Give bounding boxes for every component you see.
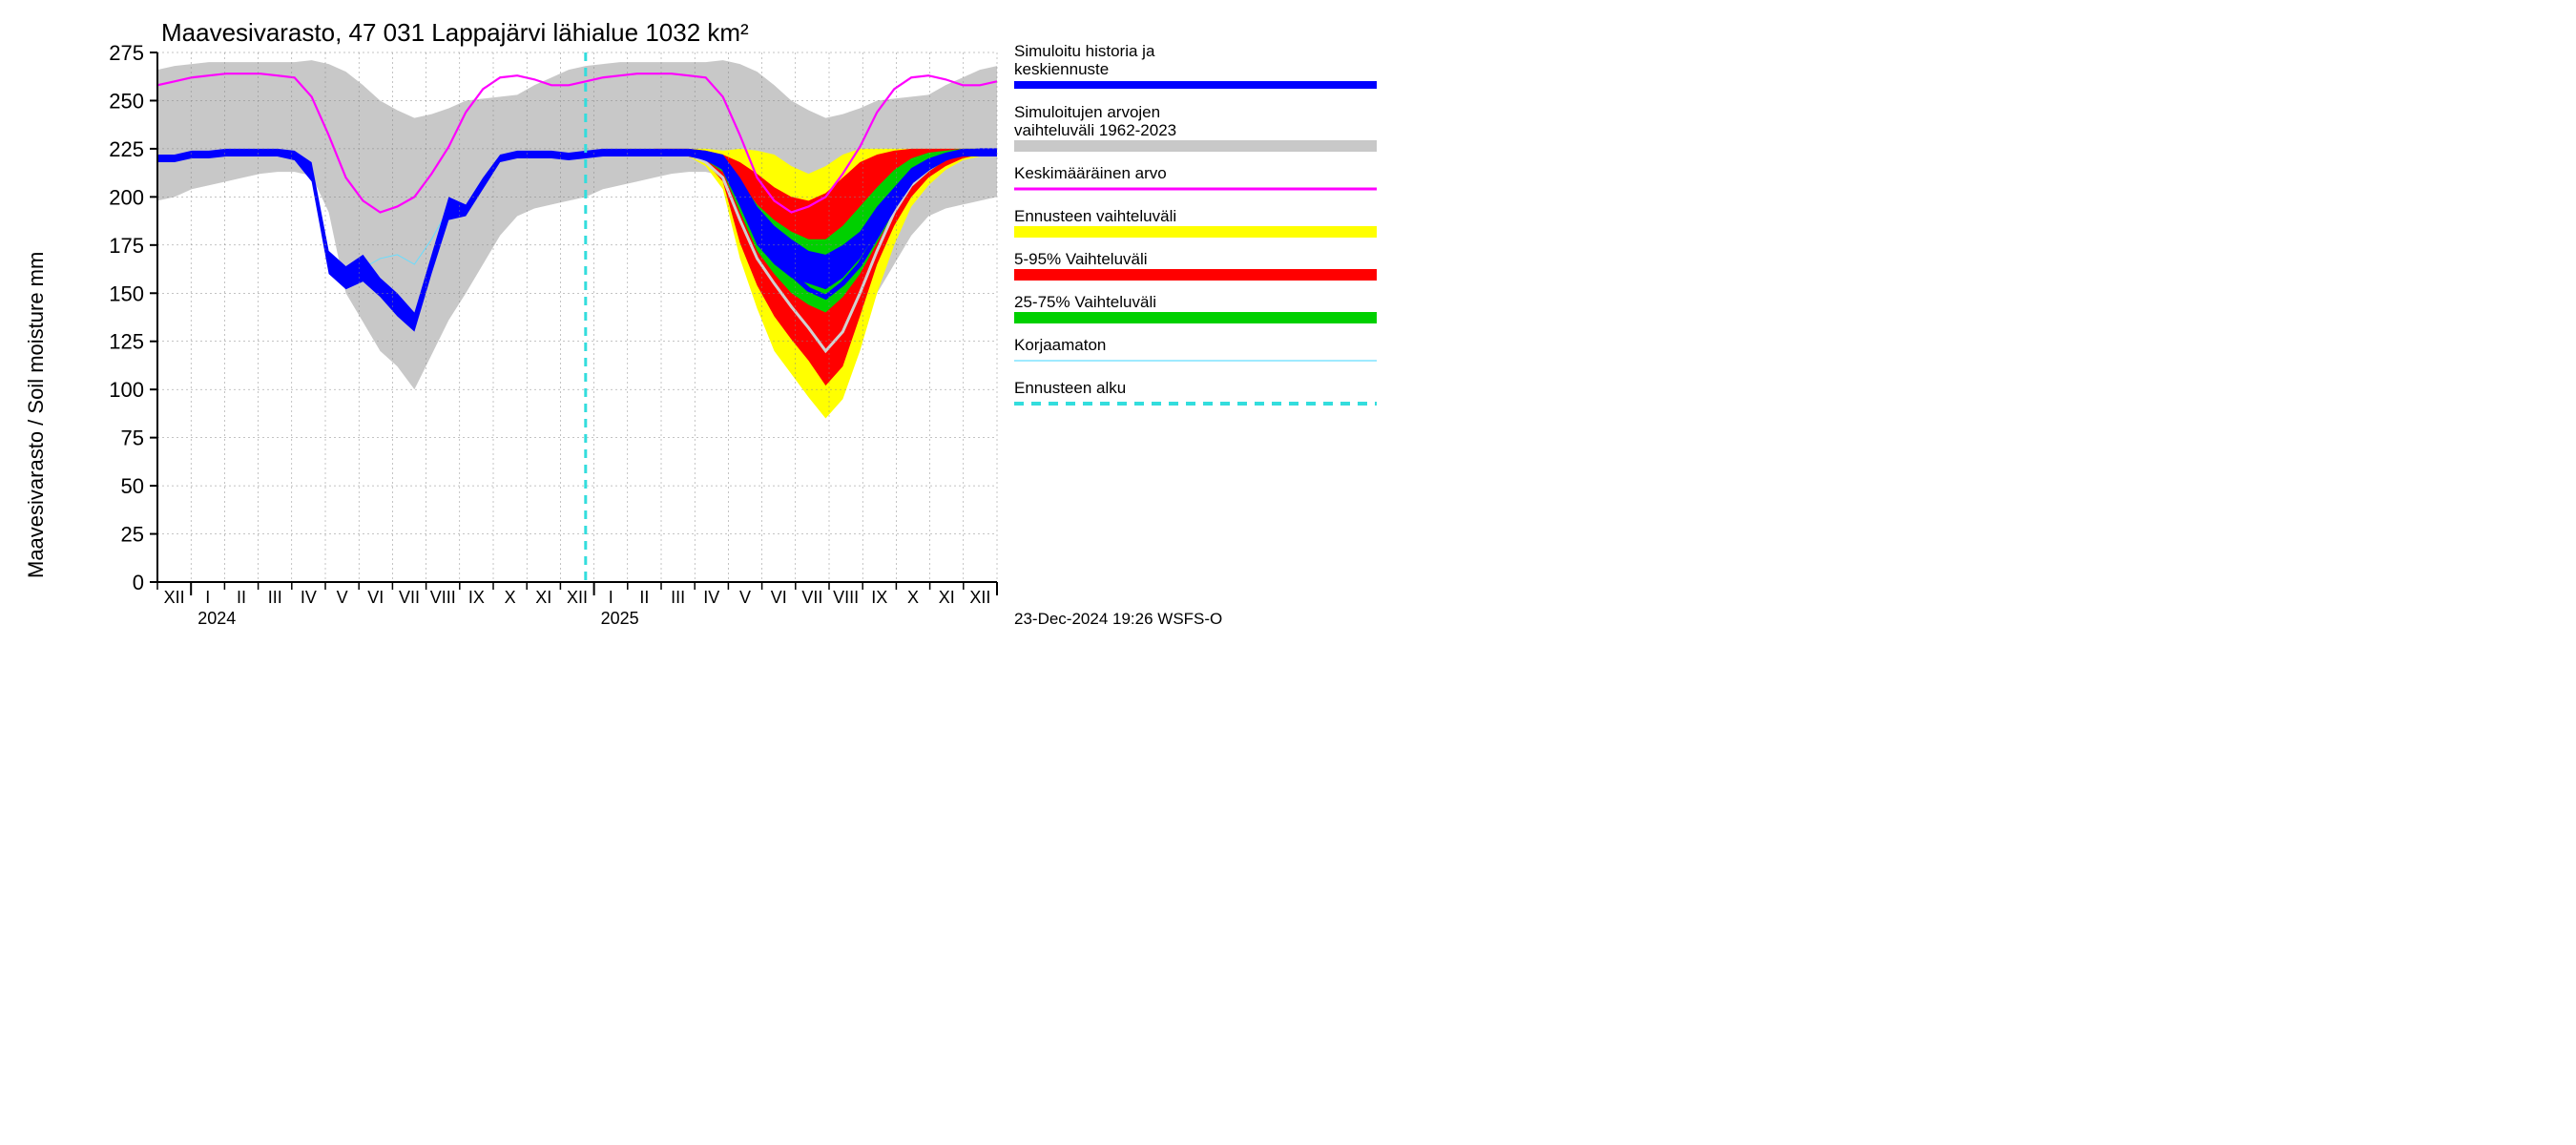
y-tick-label: 75 <box>121 427 144 450</box>
legend-label: Korjaamaton <box>1014 336 1106 354</box>
legend-swatch <box>1014 226 1377 238</box>
legend-swatch <box>1014 312 1377 323</box>
x-tick-label: III <box>268 588 282 607</box>
x-tick-label: IX <box>871 588 887 607</box>
y-tick-label: 200 <box>109 185 144 209</box>
x-tick-label: XII <box>567 588 588 607</box>
legend-label: Keskimääräinen arvo <box>1014 164 1167 182</box>
x-tick-label: X <box>505 588 516 607</box>
y-tick-label: 225 <box>109 137 144 161</box>
chart-title: Maavesivarasto, 47 031 Lappajärvi lähial… <box>161 18 749 47</box>
y-tick-label: 250 <box>109 89 144 113</box>
x-year-label: 2024 <box>197 609 236 628</box>
legend-swatch <box>1014 269 1377 281</box>
x-tick-label: III <box>671 588 685 607</box>
x-tick-label: V <box>739 588 751 607</box>
legend-label: Simuloitujen arvojen <box>1014 103 1160 121</box>
legend-label: keskiennuste <box>1014 60 1109 78</box>
timestamp-label: 23-Dec-2024 19:26 WSFS-O <box>1014 610 1222 628</box>
legend-label: vaihteluväli 1962-2023 <box>1014 121 1176 139</box>
x-tick-label: XI <box>535 588 551 607</box>
chart-container: 0255075100125150175200225250275XIIIIIIII… <box>0 0 1425 634</box>
x-tick-label: VIII <box>833 588 859 607</box>
x-tick-label: I <box>205 588 210 607</box>
x-tick-label: XII <box>969 588 990 607</box>
x-tick-label: VI <box>367 588 384 607</box>
x-tick-label: IX <box>468 588 485 607</box>
y-tick-label: 125 <box>109 330 144 354</box>
x-tick-label: II <box>237 588 246 607</box>
x-tick-label: XI <box>939 588 955 607</box>
y-axis-label: Maavesivarasto / Soil moisture mm <box>24 252 48 578</box>
x-tick-label: II <box>639 588 649 607</box>
legend-label: 25-75% Vaihteluväli <box>1014 293 1156 311</box>
x-tick-label: V <box>337 588 348 607</box>
y-tick-label: 0 <box>133 571 144 594</box>
legend-label: Ennusteen vaihteluväli <box>1014 207 1176 225</box>
x-tick-label: X <box>907 588 919 607</box>
y-tick-label: 175 <box>109 234 144 258</box>
x-tick-label: IV <box>301 588 317 607</box>
legend-swatch <box>1014 140 1377 152</box>
x-tick-label: VIII <box>430 588 456 607</box>
legend: Simuloitu historia jakeskiennuste Simuloi… <box>1014 42 1377 404</box>
x-tick-label: I <box>609 588 613 607</box>
x-year-label: 2025 <box>601 609 639 628</box>
y-tick-label: 25 <box>121 523 144 547</box>
x-tick-label: IV <box>703 588 719 607</box>
y-tick-label: 50 <box>121 474 144 498</box>
legend-label: Simuloitu historia ja <box>1014 42 1155 60</box>
soil-moisture-chart: 0255075100125150175200225250275XIIIIIIII… <box>0 0 1425 634</box>
x-tick-label: XII <box>164 588 185 607</box>
legend-label: Ennusteen alku <box>1014 379 1126 397</box>
y-tick-label: 275 <box>109 41 144 65</box>
y-tick-label: 100 <box>109 378 144 402</box>
legend-label: 5-95% Vaihteluväli <box>1014 250 1148 268</box>
y-tick-label: 150 <box>109 281 144 305</box>
x-tick-label: VI <box>771 588 787 607</box>
x-tick-label: VII <box>399 588 420 607</box>
x-tick-label: VII <box>801 588 822 607</box>
